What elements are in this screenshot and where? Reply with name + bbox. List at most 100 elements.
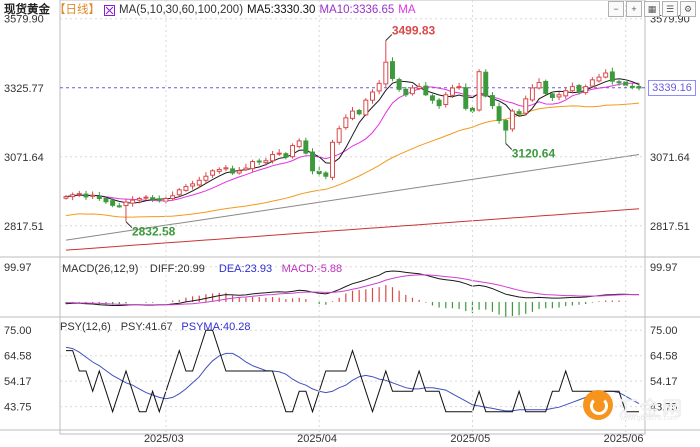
psy-label: PSY(12,6)	[60, 321, 111, 333]
candle-body	[210, 170, 216, 176]
candle-body	[130, 199, 136, 204]
candle-body	[136, 198, 142, 201]
annotation-leader	[505, 143, 513, 150]
diff-label: DIFF:20.99	[150, 263, 205, 275]
candle-body	[190, 183, 196, 187]
psy-tick-label-left: 54.17	[4, 376, 32, 388]
settings-icon[interactable]: ⚙	[680, 1, 696, 17]
candle-body	[263, 160, 269, 164]
candle-body	[536, 82, 542, 89]
candle-body	[629, 85, 635, 88]
period-selector[interactable]: 【日线】	[54, 4, 100, 16]
candle-body	[523, 98, 529, 114]
date-tick-label: 2025/06	[604, 433, 644, 445]
candle-body	[443, 94, 449, 106]
psy-tick-label-right: 54.17	[650, 376, 678, 388]
logo-url: www.gold678.com	[620, 415, 677, 422]
candle-body	[103, 198, 109, 203]
ma5-value: MA5:3330.30	[247, 4, 316, 16]
price-tick-label-left: 3579.90	[4, 14, 44, 26]
dea-label: DEA:23.93	[219, 263, 272, 275]
candle-body	[576, 85, 582, 93]
candle-body	[343, 117, 349, 129]
chart-toolbar: − + ▦ ☰ ⚙	[608, 1, 696, 17]
candle-body	[203, 175, 209, 181]
ma-params: MA(5,10,30,60,100,200)	[119, 4, 244, 16]
candle-body	[116, 205, 122, 208]
candle-body	[583, 86, 589, 94]
candle-body	[123, 201, 129, 207]
logo-text: 汇金网	[618, 398, 684, 420]
candle-body	[156, 198, 162, 201]
ma30-line	[65, 102, 640, 218]
candle-body	[363, 99, 369, 116]
plot-frame	[59, 0, 646, 435]
candle-body	[429, 95, 435, 101]
candle-body	[250, 161, 256, 170]
candle-body	[383, 61, 389, 85]
price-tick-label-left: 3071.64	[4, 152, 44, 164]
candle-body	[150, 197, 156, 200]
instrument-name: 现货黄金	[4, 4, 50, 16]
macd-tick-label-left: 99.97	[4, 262, 32, 274]
ma60-line	[65, 154, 640, 241]
candle-body	[230, 168, 236, 174]
candle-body	[456, 86, 462, 89]
candle-body	[436, 99, 442, 107]
price-tick-label-left: 2817.51	[4, 221, 44, 233]
candle-body	[616, 81, 622, 84]
candle-body	[636, 86, 642, 89]
minus-icon[interactable]: −	[608, 1, 624, 17]
expand-icon[interactable]	[104, 4, 115, 16]
grid-icon[interactable]: ▦	[644, 1, 660, 17]
candle-body	[196, 179, 202, 186]
annotation-leader	[385, 34, 393, 41]
candle-body	[496, 106, 502, 122]
candle-body	[336, 128, 342, 143]
candle-body	[623, 81, 629, 86]
candle-body	[396, 79, 402, 90]
candle-body	[296, 140, 302, 148]
psy-tick-label-left: 43.75	[4, 402, 32, 414]
price-tick-label-right: 3071.64	[650, 152, 690, 164]
list-icon[interactable]: ☰	[662, 1, 678, 17]
candle-body	[409, 87, 415, 95]
candle-body	[290, 145, 296, 158]
candle-body	[509, 110, 515, 130]
candle-body	[376, 82, 382, 92]
candle-body	[223, 167, 229, 170]
candle-body	[90, 194, 96, 197]
candle-body	[370, 91, 375, 101]
candle-body	[350, 110, 355, 119]
annotation-leader	[125, 221, 133, 229]
psy-tick-label-left: 64.58	[4, 351, 32, 363]
dea-line	[66, 274, 639, 306]
candle-body	[556, 94, 562, 98]
ma10-value: MA10:3336.65	[319, 4, 395, 16]
psy-line	[66, 329, 639, 414]
candle-body	[303, 140, 309, 154]
candle-body	[569, 86, 575, 92]
candle-body	[603, 72, 609, 78]
ma-extra: MA	[398, 4, 416, 16]
candle-body	[543, 80, 549, 94]
candle-body	[390, 61, 395, 79]
candle-body	[236, 170, 242, 174]
candle-body	[70, 194, 76, 198]
candle-body	[416, 86, 422, 90]
price-tick-label-right: 2817.51	[650, 221, 690, 233]
plus-icon[interactable]: +	[626, 1, 642, 17]
candle-body	[449, 87, 455, 96]
candle-body	[589, 79, 595, 87]
candle-body	[323, 172, 329, 177]
annotation-label: 3499.83	[392, 23, 436, 37]
candle-body	[170, 195, 176, 200]
candle-body	[183, 186, 189, 191]
gold678-logo: 汇金网 www.gold678.com	[580, 388, 698, 430]
psy-tick-label-right: 64.58	[650, 351, 678, 363]
date-tick-label: 2025/04	[297, 433, 337, 445]
psyma-value-label: PSYMA:40.28	[181, 321, 250, 333]
candle-body	[276, 152, 282, 155]
candle-body	[83, 193, 89, 198]
